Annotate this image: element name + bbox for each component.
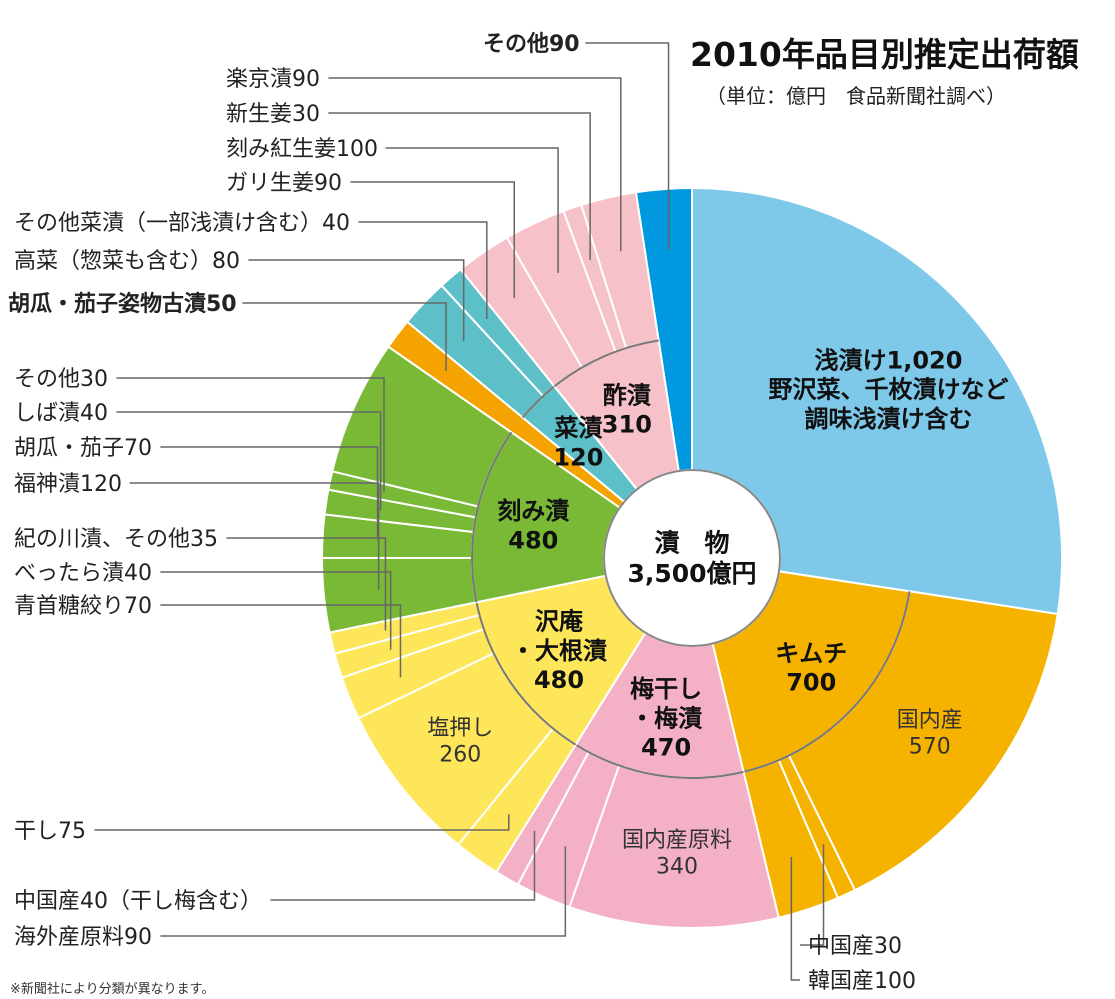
center-total: 漬 物 3,500億円 bbox=[627, 529, 756, 589]
outer-ring bbox=[320, 186, 1063, 929]
chart-title: 2010年品目別推定出荷額 bbox=[690, 35, 1079, 74]
callout-label: 韓国産100 bbox=[808, 969, 916, 994]
category-label: 浅漬け1,020 野沢菜、千枚漬けなど調味浅漬け含む bbox=[769, 346, 1009, 433]
leader-line bbox=[160, 846, 567, 937]
callout-label: べったら漬40 bbox=[14, 561, 152, 586]
callout-label: 海外産原料90 bbox=[14, 925, 152, 950]
leader-line bbox=[800, 844, 825, 946]
leader-line bbox=[328, 112, 591, 260]
leader-line bbox=[248, 259, 465, 341]
callout-label: 高菜（惣菜も含む）80 bbox=[14, 249, 240, 274]
callout-label: しば漬40 bbox=[14, 401, 108, 426]
ring-divider bbox=[575, 743, 744, 779]
callout-label: 紀の川漬、その他35 bbox=[14, 527, 218, 552]
center-circle bbox=[603, 469, 781, 647]
leader-line bbox=[160, 446, 379, 540]
leader-line bbox=[358, 221, 488, 319]
leader-line bbox=[116, 377, 385, 492]
leader-line bbox=[160, 571, 392, 650]
leader-line bbox=[116, 411, 382, 511]
leader-line bbox=[226, 537, 387, 631]
chart-footnote: ※新聞社により分類が異なります。 bbox=[10, 982, 215, 997]
sub-slice-label: 国内産原料 340 bbox=[622, 828, 732, 880]
callout-label: ガリ生姜90 bbox=[226, 171, 342, 196]
leader-lines bbox=[94, 42, 825, 981]
callout-label: 中国産40（干し梅含む） bbox=[14, 889, 262, 914]
callout-label: その他90 bbox=[483, 32, 580, 57]
category-label: キムチ 700 bbox=[775, 639, 847, 696]
callout-label: 楽京漬90 bbox=[226, 67, 320, 92]
callout-label: 中国産30 bbox=[808, 934, 902, 959]
callout-label: その他菜漬（一部浅漬け含む）40 bbox=[14, 211, 350, 236]
callout-label: その他30 bbox=[14, 367, 108, 392]
category-label: 沢庵・大根漬 480 bbox=[511, 608, 607, 695]
callout-label: 胡瓜・茄子姿物古漬50 bbox=[8, 291, 237, 317]
sub-slice-label: 塩押し 260 bbox=[427, 716, 493, 768]
category-label: 酢漬 310 bbox=[602, 381, 652, 438]
callout-label: 福神漬120 bbox=[14, 472, 122, 497]
category-label: 刻み漬 480 bbox=[497, 497, 569, 554]
callout-label: 青首糖絞り70 bbox=[14, 594, 152, 619]
leader-line bbox=[270, 830, 536, 901]
category-label: 菜漬 120 bbox=[553, 414, 603, 471]
callout-label: 干し75 bbox=[14, 819, 86, 844]
labels: 中国産30 韓国産100 海外産原料90 中国産40（干し梅含む） 干し75 青首糖絞り7… bbox=[8, 32, 916, 994]
sub-slice-label: 国内産 570 bbox=[897, 708, 963, 760]
callout-label: 刻み紅生姜100 bbox=[226, 137, 378, 162]
leader-line bbox=[129, 482, 380, 590]
leader-line bbox=[94, 814, 510, 831]
callout-label: 新生姜30 bbox=[226, 102, 320, 127]
leader-line bbox=[242, 302, 447, 371]
leader-line bbox=[328, 77, 622, 252]
chart-subtitle: （単位：億円 食品新聞社調べ） bbox=[706, 84, 1006, 108]
leader-line bbox=[160, 604, 402, 678]
leader-line bbox=[790, 856, 800, 981]
middle-ring bbox=[471, 339, 911, 779]
leader-line bbox=[350, 181, 515, 298]
category-label: 梅干し・梅漬 470 bbox=[630, 675, 702, 762]
ring-divider bbox=[521, 385, 556, 419]
callout-label: 胡瓜・茄子70 bbox=[14, 436, 152, 461]
leader-line bbox=[385, 147, 559, 273]
ring-divider bbox=[471, 431, 513, 603]
leader-line bbox=[585, 42, 670, 250]
